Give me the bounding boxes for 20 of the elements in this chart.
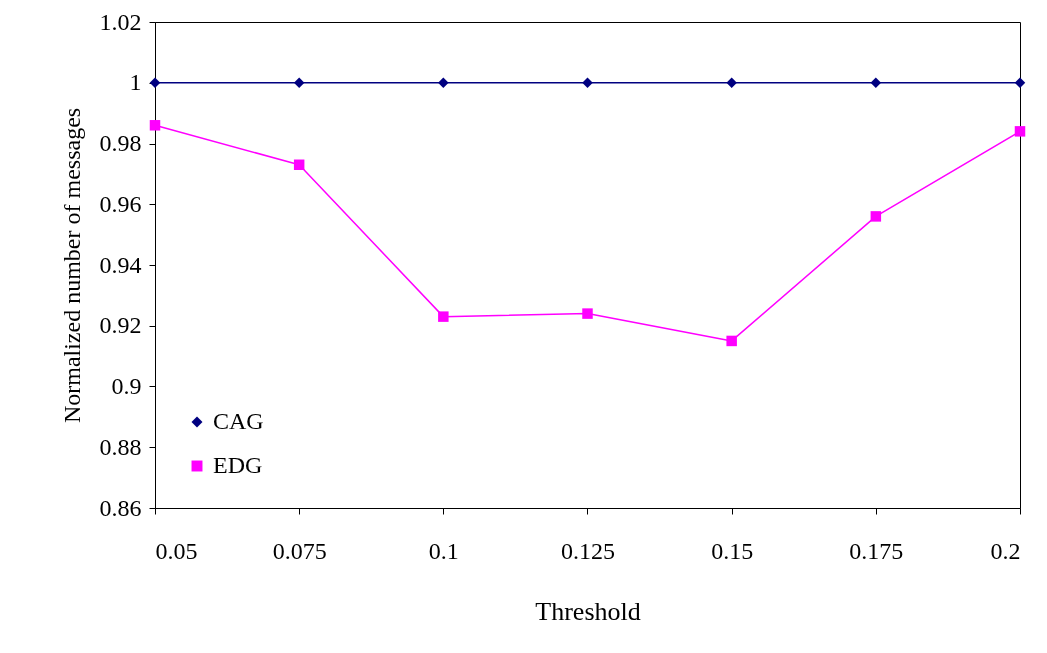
y-tick-label: 0.94 bbox=[99, 251, 142, 278]
y-tick-label: 1 bbox=[129, 69, 142, 96]
legend-label: EDG bbox=[213, 452, 263, 478]
x-tick-label: 0.125 bbox=[561, 537, 615, 564]
x-tick-label: 0.175 bbox=[849, 537, 904, 564]
x-tick-label: 0.05 bbox=[155, 537, 198, 564]
y-tick-label: 0.96 bbox=[99, 190, 142, 217]
legend-label: CAG bbox=[213, 408, 264, 434]
y-axis-title: Normalized number of messages bbox=[58, 107, 85, 424]
x-tick-label: 0.2 bbox=[990, 537, 1021, 564]
x-axis-title: Threshold bbox=[535, 596, 641, 626]
y-tick-label: 0.92 bbox=[99, 312, 142, 339]
y-tick-label: 1.02 bbox=[99, 8, 142, 35]
y-tick-label: 0.98 bbox=[99, 130, 142, 156]
y-tick-label: 0.86 bbox=[99, 494, 142, 521]
x-tick-label: 0.1 bbox=[428, 537, 459, 564]
x-tick-label: 0.075 bbox=[272, 537, 327, 564]
y-tick-label: 0.88 bbox=[99, 433, 142, 460]
x-tick-label: 0.15 bbox=[711, 537, 754, 564]
y-tick-label: 0.9 bbox=[111, 373, 142, 399]
